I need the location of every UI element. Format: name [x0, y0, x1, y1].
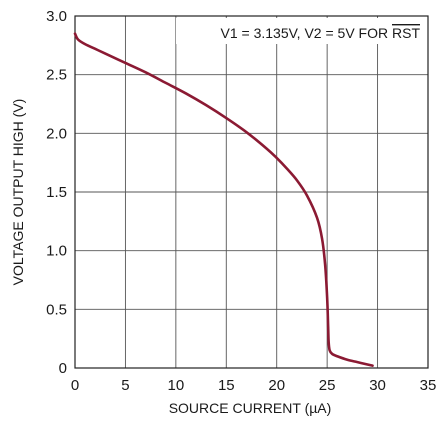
x-tick-label: 35	[420, 377, 437, 394]
x-tick-label: 5	[121, 377, 129, 394]
x-axis-label: SOURCE CURRENT (µA)	[169, 400, 332, 416]
x-tick-label: 15	[218, 377, 235, 394]
y-axis-label: VOLTAGE OUTPUT HIGH (V)	[10, 99, 26, 286]
x-tick-label: 25	[319, 377, 336, 394]
y-tick-label: 3.0	[46, 8, 67, 25]
y-tick-label: 1.0	[46, 243, 67, 260]
x-tick-label: 0	[71, 377, 79, 394]
y-tick-label: 2.0	[46, 125, 67, 142]
annotation: V1 = 3.135V, V2 = 5V FOR RST	[221, 25, 421, 41]
y-tick-label: 2.5	[46, 67, 67, 84]
annotation-background	[176, 18, 424, 44]
annotation-prefix: V1 = 3.135V, V2 = 5V FOR	[221, 25, 392, 41]
x-tick-label: 20	[268, 377, 285, 394]
plot-frame	[74, 15, 429, 369]
grid	[75, 16, 428, 368]
series-line	[73, 32, 374, 367]
tick-labels: 0 5 10 15 20 25 30 35 0 0.5 1.0 1.5 2.0 2.5 3.0	[46, 8, 436, 394]
y-tick-label: 0.5	[46, 301, 67, 318]
y-tick-label: 0	[59, 360, 67, 377]
x-tick-label: 30	[369, 377, 386, 394]
annotation-overlined: RST	[392, 25, 420, 41]
y-tick-label: 1.5	[46, 184, 67, 201]
x-tick-label: 10	[168, 377, 185, 394]
